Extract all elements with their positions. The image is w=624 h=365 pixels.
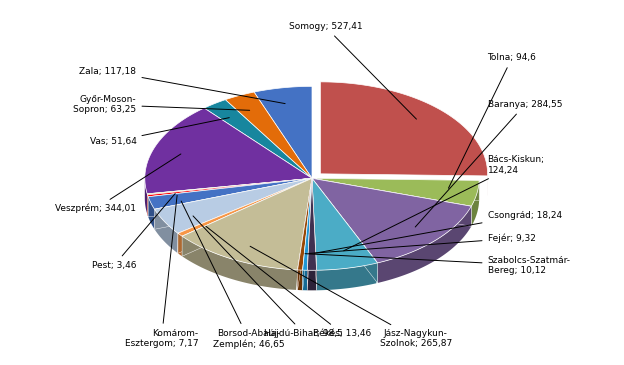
PathPatch shape bbox=[147, 178, 312, 197]
PathPatch shape bbox=[378, 206, 471, 283]
PathPatch shape bbox=[149, 178, 312, 217]
PathPatch shape bbox=[155, 178, 312, 229]
PathPatch shape bbox=[471, 180, 479, 226]
PathPatch shape bbox=[182, 178, 312, 270]
PathPatch shape bbox=[254, 87, 312, 178]
Text: Veszprém; 344,01: Veszprém; 344,01 bbox=[56, 154, 181, 213]
Text: Hajdú-Bihar; 98,5: Hajdú-Bihar; 98,5 bbox=[193, 216, 343, 338]
PathPatch shape bbox=[303, 270, 308, 290]
PathPatch shape bbox=[312, 178, 378, 270]
PathPatch shape bbox=[308, 270, 316, 290]
PathPatch shape bbox=[298, 270, 303, 290]
PathPatch shape bbox=[182, 178, 312, 256]
Text: Somogy; 527,41: Somogy; 527,41 bbox=[288, 22, 416, 119]
PathPatch shape bbox=[225, 92, 312, 178]
PathPatch shape bbox=[298, 178, 312, 270]
Text: Vas; 51,64: Vas; 51,64 bbox=[90, 118, 229, 146]
PathPatch shape bbox=[204, 100, 312, 178]
Text: Tolna; 94,6: Tolna; 94,6 bbox=[449, 53, 537, 188]
PathPatch shape bbox=[303, 178, 312, 270]
PathPatch shape bbox=[155, 178, 312, 229]
PathPatch shape bbox=[312, 178, 378, 283]
PathPatch shape bbox=[308, 178, 312, 290]
PathPatch shape bbox=[320, 82, 487, 176]
PathPatch shape bbox=[303, 178, 312, 290]
PathPatch shape bbox=[303, 178, 312, 290]
PathPatch shape bbox=[147, 178, 312, 214]
Text: Pest; 3,46: Pest; 3,46 bbox=[92, 193, 175, 270]
PathPatch shape bbox=[308, 178, 312, 290]
PathPatch shape bbox=[312, 178, 378, 283]
PathPatch shape bbox=[147, 178, 312, 195]
Text: Baranya; 284,55: Baranya; 284,55 bbox=[415, 100, 562, 227]
Text: Komárom-
Esztergom; 7,17: Komárom- Esztergom; 7,17 bbox=[125, 195, 198, 348]
PathPatch shape bbox=[178, 178, 312, 253]
PathPatch shape bbox=[312, 178, 479, 206]
PathPatch shape bbox=[298, 178, 312, 290]
PathPatch shape bbox=[182, 178, 312, 256]
PathPatch shape bbox=[178, 178, 312, 253]
PathPatch shape bbox=[298, 178, 312, 290]
PathPatch shape bbox=[147, 178, 312, 215]
PathPatch shape bbox=[147, 178, 312, 214]
PathPatch shape bbox=[312, 178, 471, 226]
PathPatch shape bbox=[149, 197, 155, 229]
Text: Fejér; 9,32: Fejér; 9,32 bbox=[309, 234, 535, 253]
PathPatch shape bbox=[145, 178, 147, 213]
PathPatch shape bbox=[312, 178, 471, 263]
PathPatch shape bbox=[316, 263, 378, 290]
PathPatch shape bbox=[178, 178, 312, 236]
PathPatch shape bbox=[312, 178, 471, 226]
PathPatch shape bbox=[308, 178, 316, 270]
Text: Bács-Kiskun;
124,24: Bács-Kiskun; 124,24 bbox=[344, 155, 545, 251]
PathPatch shape bbox=[312, 178, 479, 200]
Text: Szabolcs-Szatmár-
Bereg; 10,12: Szabolcs-Szatmár- Bereg; 10,12 bbox=[305, 254, 570, 275]
PathPatch shape bbox=[182, 236, 298, 290]
PathPatch shape bbox=[312, 178, 316, 290]
PathPatch shape bbox=[178, 233, 182, 256]
PathPatch shape bbox=[312, 178, 316, 290]
PathPatch shape bbox=[147, 178, 312, 215]
PathPatch shape bbox=[149, 178, 312, 209]
Text: Zala; 117,18: Zala; 117,18 bbox=[79, 67, 285, 104]
Text: Borsod-Abaúj-
Zemplén; 46,65: Borsod-Abaúj- Zemplén; 46,65 bbox=[181, 201, 285, 349]
PathPatch shape bbox=[155, 209, 178, 253]
PathPatch shape bbox=[145, 108, 312, 194]
PathPatch shape bbox=[147, 195, 149, 217]
PathPatch shape bbox=[155, 178, 312, 233]
Text: Jász-Nagykun-
Szolnok; 265,87: Jász-Nagykun- Szolnok; 265,87 bbox=[250, 246, 452, 348]
Text: Csongrád; 18,24: Csongrád; 18,24 bbox=[314, 211, 562, 253]
PathPatch shape bbox=[149, 178, 312, 217]
Text: Békés; 13,46: Békés; 13,46 bbox=[206, 226, 371, 338]
Text: Győr-Moson-
Sopron; 63,25: Győr-Moson- Sopron; 63,25 bbox=[74, 95, 250, 115]
